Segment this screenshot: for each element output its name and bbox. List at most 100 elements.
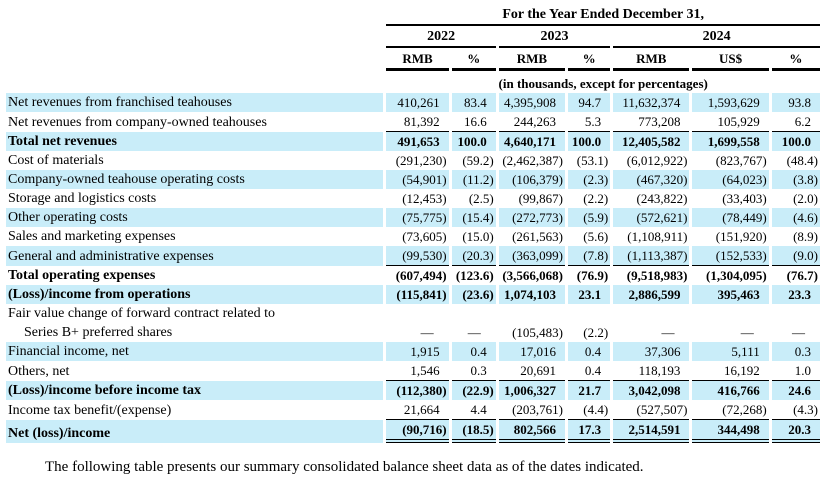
row-label: Total operating expenses (8, 268, 156, 283)
cell-value: (90,716) (386, 420, 449, 443)
row-label: Others, net (8, 364, 70, 379)
cell-value: 6.2 (771, 112, 820, 132)
cell-value: (78,449) (692, 208, 769, 227)
footer-paragraph: The following table presents our summary… (45, 459, 644, 475)
table-row: Fair value change of forward contract re… (6, 304, 820, 342)
cell-value: (48.4) (786, 153, 818, 168)
header-note-row: (in thousands, except for percentages) (6, 71, 820, 93)
cell-value: 4,640,171 (498, 132, 565, 151)
cell-value: (11.2) (451, 170, 496, 189)
cell-value: 17,016 (498, 342, 565, 361)
table-row: Others, net 1,546 0.3 20,691 0.4 118,193 16,19… (6, 361, 820, 381)
row-label: Net revenues from franchised teahouses (6, 93, 384, 112)
cell-value: 23.1 (568, 285, 611, 304)
cell-value: 16,192 (692, 361, 769, 381)
cell-value: 0.3 (771, 342, 820, 361)
cell-value: (9.0) (771, 246, 820, 266)
cell-value: (73,605) (402, 229, 447, 244)
header-spacer (6, 71, 383, 93)
header-spacer (6, 48, 383, 71)
column-header-rmb-2024: RMB (613, 48, 690, 71)
cell-value: 1,915 (386, 342, 449, 361)
cell-value: (2.0) (793, 191, 818, 206)
cell-value: 344,498 (692, 420, 769, 443)
cell-value: (1,108,911) (627, 229, 688, 244)
cell-value: 1.0 (771, 361, 820, 381)
cell-value: — (420, 325, 434, 340)
table-header: For the Year Ended December 31, 2022 202… (6, 2, 820, 93)
column-header-pct-2022: % (451, 48, 496, 71)
cell-value: 395,463 (692, 285, 769, 304)
cell-value: 244,263 (498, 112, 565, 132)
cell-value: 1,593,629 (692, 93, 769, 112)
cell-value: (12,453) (402, 191, 447, 206)
cell-value: — (467, 325, 481, 340)
table-row: Income tax benefit/(expense) 21,664 4.4 (20… (6, 400, 820, 420)
cell-value: 1,006,327 (498, 381, 565, 400)
cell-value: 802,566 (498, 420, 565, 443)
cell-value: (72,268) (692, 400, 769, 420)
cell-value: — (792, 325, 805, 340)
cell-value: 2,886,599 (613, 285, 690, 304)
cell-value: (112,380) (386, 381, 449, 400)
table-row: Net revenues from franchised teahouses 41… (6, 93, 820, 112)
cell-value: (4.6) (771, 208, 820, 227)
cell-value: (152,533) (692, 246, 769, 266)
column-header-usd-2024: US$ (692, 48, 769, 71)
cell-value: 1,074,103 (498, 285, 565, 304)
table-row: Storage and logistics costs (12,453) (2.5)… (6, 189, 820, 208)
cell-value: 0.4 (451, 342, 496, 361)
header-years-row: 2022 2023 2024 (6, 26, 820, 48)
table-row: Other operating costs (75,775) (15.4) (272,… (6, 208, 820, 227)
cell-value: (53.1) (576, 153, 609, 168)
cell-value: (2.2) (583, 191, 609, 206)
cell-value: (33,403) (722, 191, 767, 206)
row-label: (Loss)/income from operations (6, 285, 384, 304)
table-row: Financial income, net 1,915 0.4 17,016 0.4 37… (6, 342, 820, 361)
cell-value: (22.9) (451, 381, 496, 400)
cell-value: 20,691 (498, 361, 565, 381)
cell-value: (527,507) (613, 400, 690, 420)
cell-value: 0.4 (568, 361, 611, 381)
row-label: General and administrative expenses (6, 246, 384, 266)
table-row: Total operating expenses (607,494) (123.6)… (6, 266, 820, 285)
cell-value: (15.0) (462, 229, 494, 244)
table-row: Company-owned teahouse operating costs (5… (6, 170, 820, 189)
table-row: Net (loss)/income (90,716) (18.5) 802,566 17… (6, 420, 820, 443)
table-row: Total net revenues 491,653 100.0 4,640,171 1… (6, 132, 820, 151)
cell-value: 94.7 (568, 93, 611, 112)
cell-value: 416,766 (692, 381, 769, 400)
row-label: Company-owned teahouse operating costs (6, 170, 384, 189)
cell-value: (151,920) (715, 229, 767, 244)
row-label: Net revenues from company-owned teahouse… (8, 115, 267, 130)
year-2024-header: 2024 (613, 26, 820, 48)
cell-value: (1,304,095) (706, 268, 767, 283)
cell-value: (3,566,068) (502, 268, 563, 283)
cell-value: (9,518,983) (626, 268, 688, 283)
cell-value: 37,306 (613, 342, 690, 361)
cell-value: (99,867) (518, 191, 563, 206)
cell-value: 12,405,582 (613, 132, 690, 151)
cell-value: 93.8 (771, 93, 820, 112)
cell-value: (75,775) (386, 208, 449, 227)
row-label: Sales and marketing expenses (8, 229, 176, 244)
row-label: Cost of materials (8, 153, 104, 168)
cell-value: (99,530) (386, 246, 449, 266)
cell-value: (467,320) (613, 170, 690, 189)
table-row: Net revenues from company-owned teahouse… (6, 112, 820, 132)
cell-value: (64,023) (692, 170, 769, 189)
row-label: Storage and logistics costs (8, 191, 157, 206)
cell-value: 118,193 (613, 361, 690, 381)
cell-value: 16.6 (451, 112, 496, 132)
table-row: (Loss)/income before income tax (112,380)… (6, 381, 820, 400)
cell-value: (203,761) (498, 400, 565, 420)
cell-value: (106,379) (498, 170, 565, 189)
cell-value: 0.4 (568, 342, 611, 361)
cell-value: (115,841) (386, 285, 449, 304)
cell-value: (4.3) (771, 400, 820, 420)
units-note: (in thousands, except for percentages) (498, 76, 708, 91)
table-body: Net revenues from franchised teahouses 41… (6, 93, 820, 443)
cell-value: 21.7 (568, 381, 611, 400)
column-header-pct-2023: % (568, 48, 611, 71)
